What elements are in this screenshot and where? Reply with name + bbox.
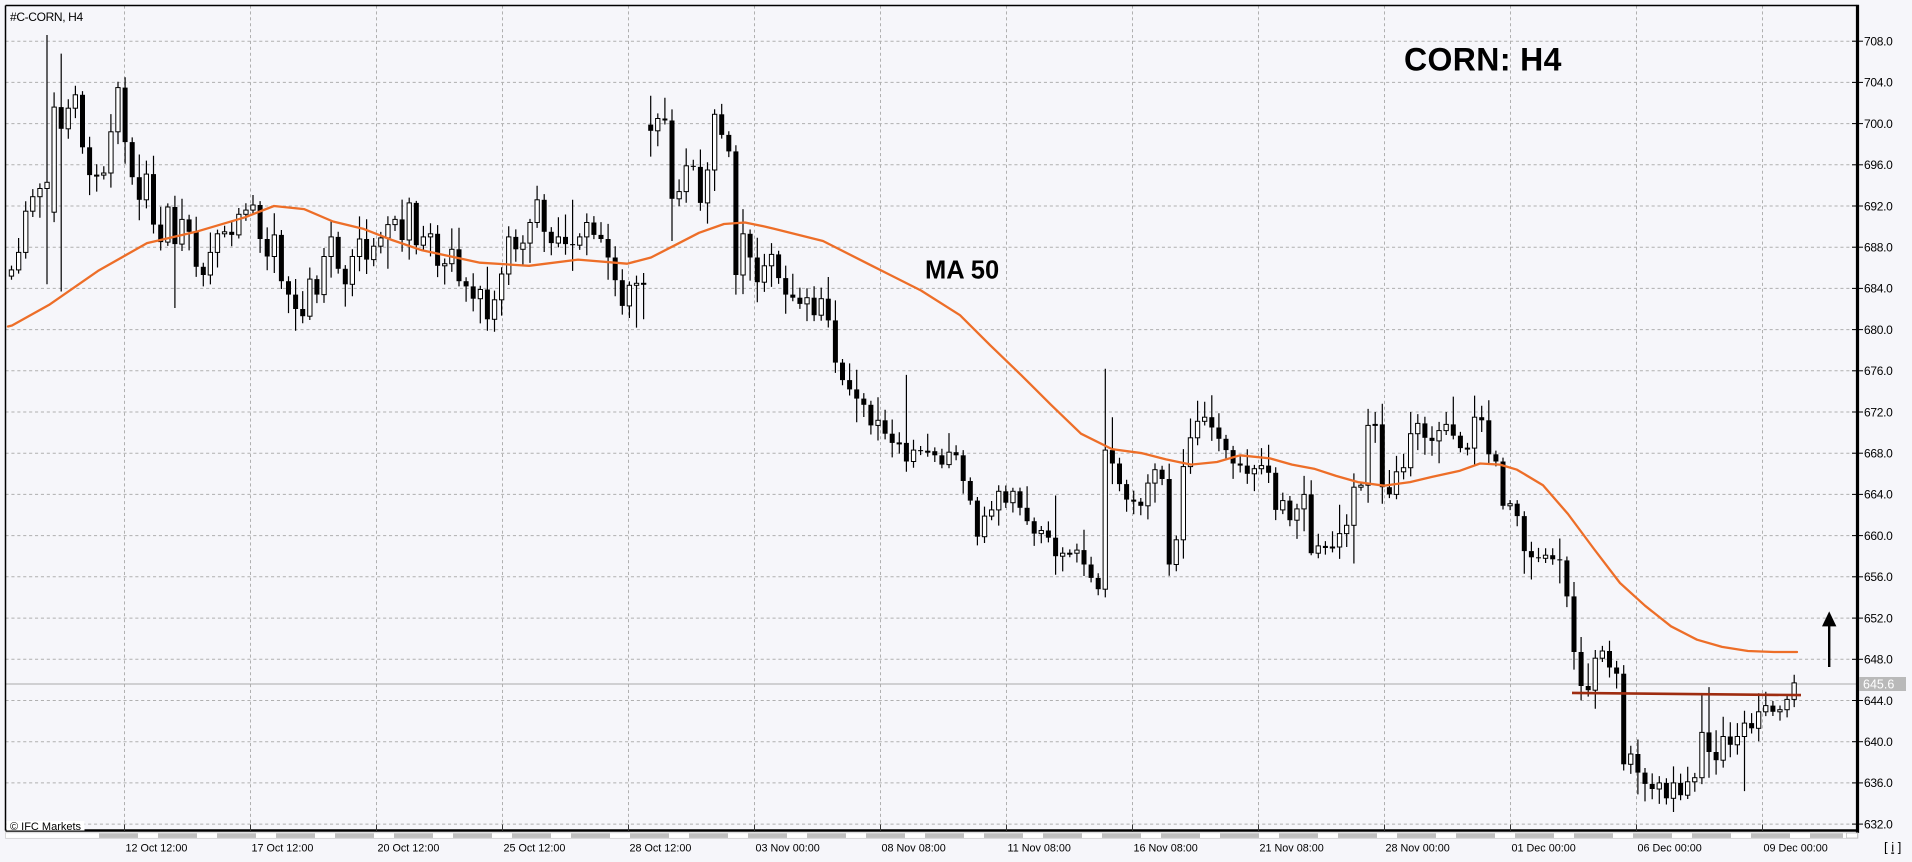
svg-text:06 Dec 00:00: 06 Dec 00:00	[1638, 842, 1702, 854]
svg-text:03 Nov 00:00: 03 Nov 00:00	[756, 842, 820, 854]
svg-text:© IFC Markets: © IFC Markets	[10, 821, 82, 833]
svg-text:648.0: 648.0	[1864, 653, 1893, 667]
svg-text:25 Oct 12:00: 25 Oct 12:00	[504, 842, 566, 854]
svg-text:645.6: 645.6	[1863, 678, 1894, 692]
svg-text:672.0: 672.0	[1864, 405, 1893, 419]
svg-text:16 Nov 08:00: 16 Nov 08:00	[1134, 842, 1198, 854]
svg-text:704.0: 704.0	[1864, 76, 1893, 90]
svg-text:668.0: 668.0	[1864, 447, 1893, 461]
svg-text:08 Nov 08:00: 08 Nov 08:00	[882, 842, 946, 854]
svg-text:640.0: 640.0	[1864, 735, 1893, 749]
svg-text:01 Dec 00:00: 01 Dec 00:00	[1512, 842, 1576, 854]
svg-text:[ i ]: [ i ]	[1884, 840, 1901, 855]
svg-text:708.0: 708.0	[1864, 35, 1893, 49]
svg-text:696.0: 696.0	[1864, 158, 1893, 172]
svg-text:12 Oct 12:00: 12 Oct 12:00	[126, 842, 188, 854]
svg-text:644.0: 644.0	[1864, 694, 1893, 708]
svg-text:676.0: 676.0	[1864, 364, 1893, 378]
svg-text:MA 50: MA 50	[925, 257, 999, 285]
svg-text:636.0: 636.0	[1864, 776, 1893, 790]
svg-text:#C-CORN, H4: #C-CORN, H4	[10, 10, 84, 24]
svg-text:632.0: 632.0	[1864, 817, 1893, 831]
svg-text:684.0: 684.0	[1864, 282, 1893, 296]
svg-text:700.0: 700.0	[1864, 117, 1893, 131]
svg-text:17 Oct 12:00: 17 Oct 12:00	[252, 842, 314, 854]
svg-text:11 Nov 08:00: 11 Nov 08:00	[1008, 842, 1071, 854]
svg-text:21 Nov 08:00: 21 Nov 08:00	[1260, 842, 1324, 854]
svg-text:28 Oct 12:00: 28 Oct 12:00	[630, 842, 692, 854]
svg-text:CORN: H4: CORN: H4	[1404, 42, 1562, 78]
svg-text:660.0: 660.0	[1864, 529, 1893, 543]
svg-text:28 Nov 00:00: 28 Nov 00:00	[1386, 842, 1450, 854]
svg-text:656.0: 656.0	[1864, 570, 1893, 584]
svg-text:688.0: 688.0	[1864, 241, 1893, 255]
svg-text:692.0: 692.0	[1864, 199, 1893, 213]
svg-text:652.0: 652.0	[1864, 611, 1893, 625]
svg-text:20 Oct 12:00: 20 Oct 12:00	[378, 842, 440, 854]
svg-text:664.0: 664.0	[1864, 488, 1893, 502]
svg-text:09 Dec 00:00: 09 Dec 00:00	[1764, 842, 1828, 854]
svg-text:680.0: 680.0	[1864, 323, 1893, 337]
